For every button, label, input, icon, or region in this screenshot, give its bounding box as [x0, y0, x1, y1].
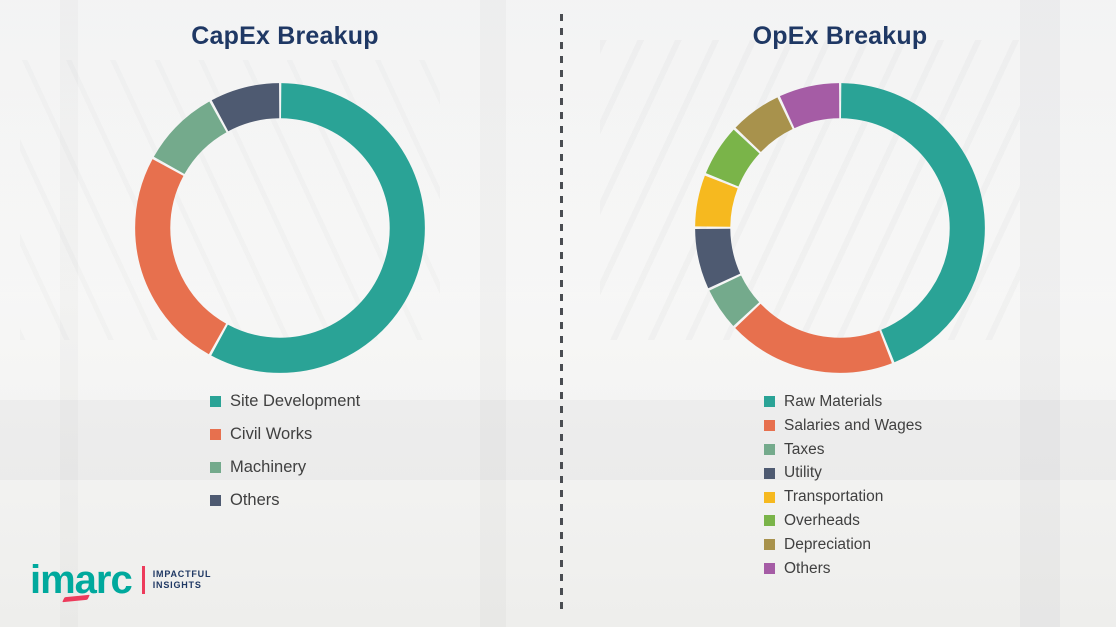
legend-swatch	[210, 428, 221, 440]
donut-segment-site-development	[135, 83, 425, 373]
opex-legend: Raw Materials Salaries and Wages Taxes Util…	[764, 393, 922, 578]
imarc-logo-text: imarc	[30, 558, 133, 602]
legend-swatch	[764, 563, 775, 575]
legend-swatch	[764, 539, 775, 551]
legend-item-depreciation: Depreciation	[764, 536, 922, 554]
capex-legend: Site Development Civil Works Machinery Othe…	[210, 392, 360, 510]
legend-swatch	[210, 461, 221, 473]
legend-swatch	[764, 444, 775, 456]
legend-item-transportation: Transportation	[764, 488, 922, 506]
opex-donut-chart	[695, 83, 985, 373]
legend-item-salaries-and-wages: Salaries and Wages	[764, 417, 922, 435]
legend-label: Transportation	[784, 488, 884, 506]
legend-label: Civil Works	[230, 424, 313, 443]
background-texture	[60, 0, 78, 627]
legend-label: Machinery	[230, 457, 307, 476]
imarc-logo-tagline: IMPACTFUL INSIGHTS	[153, 569, 212, 591]
legend-label: Salaries and Wages	[784, 416, 923, 434]
legend-label: Others	[784, 559, 831, 577]
background-texture	[480, 0, 506, 627]
capex-donut-chart	[135, 83, 425, 373]
donut-segment-civil-works	[135, 83, 425, 373]
legend-swatch	[210, 395, 221, 407]
opex-chart-title: OpEx Breakup	[752, 22, 928, 50]
imarc-tagline-line1: IMPACTFUL	[152, 569, 212, 579]
legend-swatch	[764, 467, 775, 479]
legend-label: Taxes	[784, 440, 825, 458]
legend-item-overheads: Overheads	[764, 512, 922, 530]
legend-label: Overheads	[784, 512, 860, 530]
legend-swatch	[764, 515, 775, 527]
legend-swatch	[764, 396, 775, 408]
vertical-dashed-divider	[560, 14, 563, 614]
background-texture	[0, 400, 1116, 480]
legend-item-taxes: Taxes	[764, 441, 922, 459]
capex-chart-title: CapEx Breakup	[191, 22, 379, 50]
legend-item-raw-materials: Raw Materials	[764, 393, 922, 411]
legend-item-others: Others	[764, 560, 922, 578]
imarc-logo-wordmark: imarc	[30, 558, 133, 603]
legend-swatch	[764, 420, 775, 432]
legend-label: Raw Materials	[784, 393, 883, 410]
legend-swatch	[210, 494, 221, 506]
legend-label: Depreciation	[784, 535, 872, 553]
legend-item-others: Others	[210, 491, 360, 510]
donut-segment-raw-materials	[695, 83, 985, 373]
imarc-tagline-line2: INSIGHTS	[152, 580, 202, 590]
legend-item-civil-works: Civil Works	[210, 425, 360, 444]
donut-segment-salaries-and-wages	[695, 83, 985, 373]
legend-item-site-development: Site Development	[210, 392, 360, 411]
background-texture	[1020, 0, 1060, 627]
imarc-logo-divider-bar	[141, 566, 145, 594]
legend-item-machinery: Machinery	[210, 458, 360, 477]
legend-label: Utility	[784, 464, 822, 482]
legend-label: Site Development	[230, 392, 361, 410]
legend-item-utility: Utility	[764, 464, 922, 482]
legend-label: Others	[230, 490, 280, 509]
legend-swatch	[764, 491, 775, 503]
imarc-logo: imarc IMPACTFUL INSIGHTS	[30, 558, 212, 603]
